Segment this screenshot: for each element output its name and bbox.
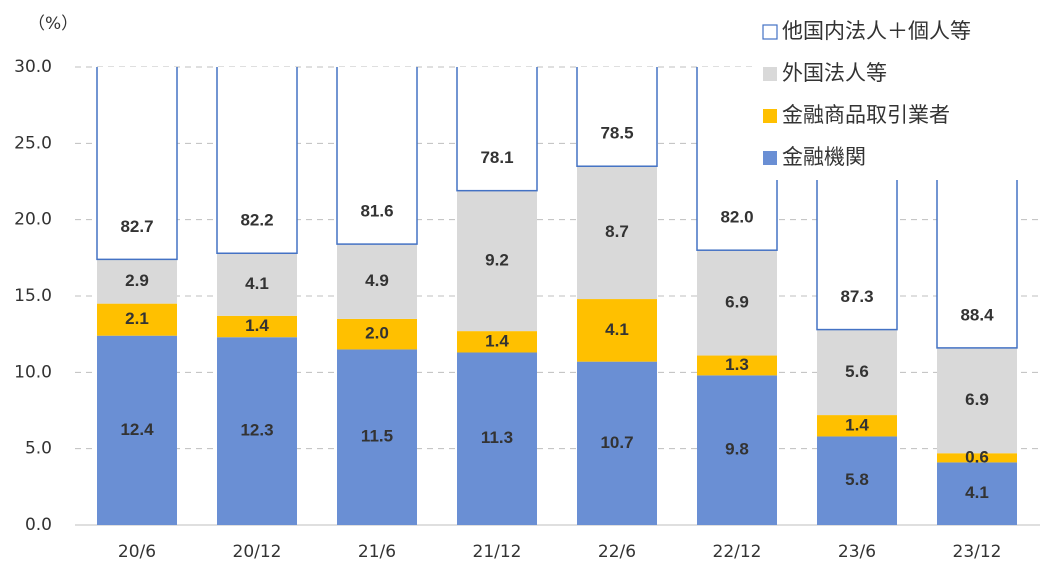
y-tick-label: 15.0	[14, 286, 52, 306]
legend-label: 金融機関	[782, 145, 866, 169]
bar-segment	[817, 436, 897, 525]
bar-segment	[817, 329, 897, 416]
value-label: 9.2	[485, 250, 509, 269]
bar-segment	[217, 337, 297, 525]
value-label: 81.6	[360, 202, 393, 221]
legend-background	[755, 8, 1040, 180]
value-label: 1.4	[845, 415, 869, 434]
bar-segment	[336, 67, 418, 245]
y-tick-label: 25.0	[14, 133, 52, 153]
y-tick-label: 10.0	[14, 362, 52, 382]
value-label: 11.5	[361, 427, 393, 446]
legend-label: 他国内法人＋個人等	[782, 19, 971, 43]
y-tick-label: 30.0	[14, 57, 52, 77]
bar-segment	[576, 67, 658, 167]
bar-segment	[577, 299, 657, 362]
value-label: 82.2	[240, 211, 273, 230]
bar-segment	[937, 453, 1017, 463]
legend-swatch	[763, 109, 777, 123]
value-label: 5.6	[845, 362, 869, 381]
x-tick-label: 22/12	[713, 542, 762, 561]
value-label: 9.8	[725, 440, 749, 459]
value-label: 88.4	[960, 305, 994, 324]
bar-segment	[457, 352, 537, 525]
legend-swatch	[763, 151, 777, 165]
value-label: 78.1	[480, 148, 513, 167]
value-label: 8.7	[605, 222, 629, 241]
legend-swatch	[762, 24, 778, 40]
value-label: 11.3	[481, 428, 513, 447]
value-label: 2.0	[365, 324, 389, 343]
bar-segment	[457, 331, 537, 353]
bar-segment	[337, 244, 417, 319]
value-label: 5.8	[845, 470, 869, 489]
bar-segment	[96, 67, 178, 261]
value-label: 12.4	[120, 420, 154, 439]
y-tick-label: 0.0	[25, 515, 52, 535]
value-label: 4.1	[605, 320, 629, 339]
bar-segment	[937, 347, 1017, 454]
y-unit: （%）	[28, 14, 78, 34]
bar-segment	[337, 349, 417, 525]
value-label: 6.9	[725, 292, 749, 311]
bar-segment	[697, 355, 777, 376]
value-label: 2.1	[125, 309, 149, 328]
legend-label: 金融商品取引業者	[782, 103, 950, 127]
value-label: 0.6	[965, 447, 989, 466]
value-label: 4.1	[245, 274, 269, 293]
value-label: 4.1	[965, 483, 989, 502]
bar-segment	[217, 253, 297, 316]
x-tick-label: 23/12	[953, 542, 1002, 561]
bar-segment	[457, 190, 537, 332]
legend-swatch	[763, 67, 777, 81]
x-tick-label: 22/6	[598, 542, 636, 561]
bar-segment	[697, 250, 777, 356]
bar-segment	[577, 166, 657, 300]
x-tick-label: 20/12	[233, 542, 282, 561]
value-label: 1.3	[725, 355, 749, 374]
bar-segment	[97, 303, 177, 336]
plot-area	[96, 67, 1018, 525]
bar-segment	[817, 415, 897, 437]
bar-segment	[97, 335, 177, 525]
bar-segment	[216, 67, 298, 255]
value-label: 12.3	[240, 421, 273, 440]
value-label: 87.3	[840, 287, 873, 306]
value-label: 78.5	[600, 124, 633, 143]
value-label: 10.7	[600, 433, 633, 452]
value-label: 2.9	[125, 271, 149, 290]
legend-label: 外国法人等	[782, 61, 887, 85]
value-label: 1.4	[485, 331, 509, 350]
y-tick-label: 5.0	[25, 439, 52, 459]
x-tick-label: 20/6	[118, 542, 156, 561]
value-label: 82.7	[120, 217, 153, 236]
bar-segment	[217, 315, 297, 338]
bar-segment	[337, 318, 417, 350]
y-tick-label: 20.0	[14, 210, 52, 230]
x-tick-label: 21/12	[473, 542, 522, 561]
value-label: 82.0	[720, 208, 753, 227]
bar-segment	[937, 462, 1017, 525]
value-label: 4.9	[365, 271, 389, 290]
bar-segment	[697, 375, 777, 525]
x-tick-label: 21/6	[358, 542, 396, 561]
value-label: 1.4	[245, 316, 269, 335]
bar-segment	[577, 361, 657, 525]
bar-segment	[456, 67, 538, 192]
bar-segment	[97, 259, 177, 304]
x-tick-label: 23/6	[838, 542, 876, 561]
value-label: 6.9	[965, 390, 989, 409]
